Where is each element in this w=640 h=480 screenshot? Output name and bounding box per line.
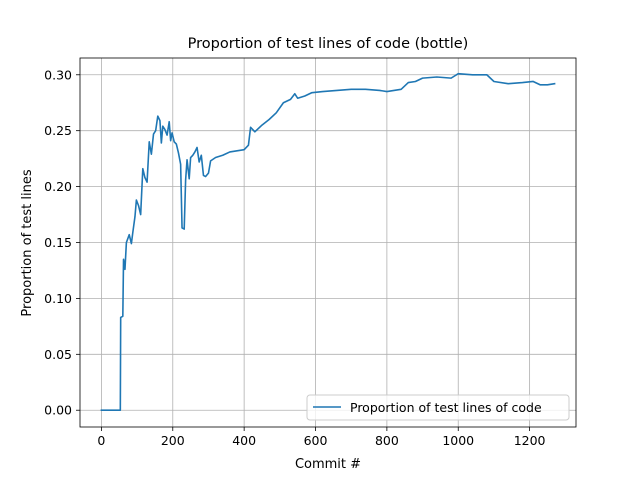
legend-label: Proportion of test lines of code <box>350 400 542 415</box>
legend-box <box>306 394 570 421</box>
x-tick-label: 400 <box>232 433 256 448</box>
y-axis-label: Proportion of test lines <box>20 169 35 316</box>
x-axis: 0 200 400 600 800 1000 1200 <box>97 427 546 448</box>
y-tick-label: 0.10 <box>44 291 72 306</box>
x-tick-label: 600 <box>304 433 328 448</box>
x-tick-label: 200 <box>161 433 185 448</box>
legend: Proportion of test lines of code <box>306 394 570 421</box>
series-layer <box>100 72 556 412</box>
y-axis: 0.00 0.05 0.10 0.15 0.20 0.25 0.30 <box>44 67 80 418</box>
plot-area: 0 200 400 600 800 1000 1200 0.000.050.100.150.… <box>44 57 577 448</box>
x-tick-label: 1200 <box>514 433 546 448</box>
y-tick-label: 0.30 <box>44 67 72 82</box>
y-tick-label: 0.15 <box>44 235 72 250</box>
x-tick-label: 0 <box>97 433 105 448</box>
x-tick-label: 800 <box>375 433 399 448</box>
series-line <box>100 72 556 412</box>
chart-title: Proportion of test lines of code (bottle… <box>188 36 469 52</box>
y-tick-label: 0.00 <box>44 403 72 418</box>
x-axis-label: Commit # <box>295 457 361 472</box>
y-tick-label: 0.20 <box>44 179 72 194</box>
plot-frame <box>79 57 577 428</box>
y-tick-label: 0.05 <box>44 347 72 362</box>
y-tick-label: 0.25 <box>44 123 72 138</box>
x-tick-label: 1000 <box>442 433 474 448</box>
